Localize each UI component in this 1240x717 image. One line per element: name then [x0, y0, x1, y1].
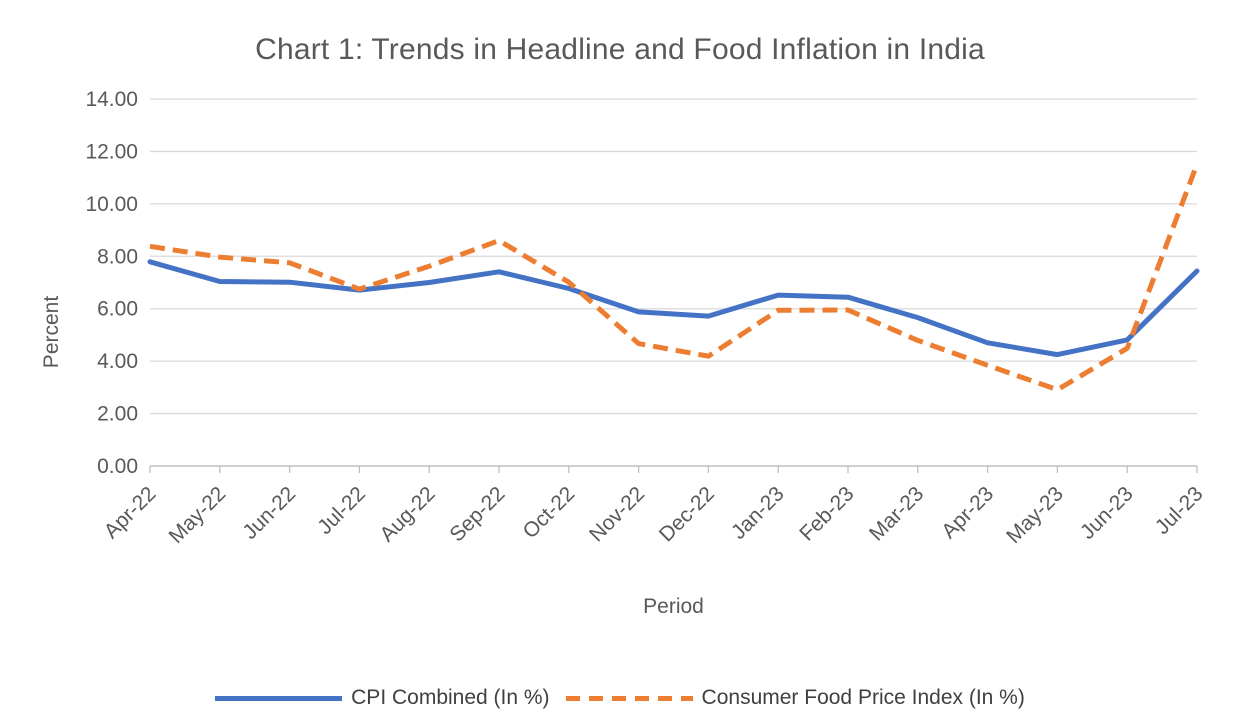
y-tick-label: 8.00	[97, 245, 138, 268]
y-tick-label: 0.00	[97, 455, 138, 478]
x-tick-label: Jun-22	[238, 482, 300, 544]
y-tick-label: 14.00	[85, 88, 138, 111]
x-tick-label: Apr-23	[937, 482, 998, 543]
x-tick-label: Sep-22	[445, 482, 509, 546]
y-tick-label: 12.00	[85, 140, 138, 163]
x-tick-label: May-22	[165, 482, 231, 548]
x-tick-label: Mar-23	[865, 482, 928, 545]
chart-legend: CPI Combined (In %) Consumer Food Price …	[0, 686, 1240, 710]
y-tick-label: 6.00	[97, 298, 138, 321]
legend-dashed-line-swatch	[565, 695, 693, 701]
x-tick-label: Jul-22	[313, 482, 370, 539]
x-tick-label: Nov-22	[585, 482, 649, 546]
legend-label-food-price-index: Consumer Food Price Index (In %)	[701, 686, 1025, 709]
series-line-0	[147, 259, 1200, 358]
x-tick-label: Aug-22	[376, 482, 440, 546]
x-tick-label: Jan-23	[727, 482, 789, 544]
y-tick-label: 10.00	[85, 193, 138, 216]
x-tick-label: Feb-23	[795, 482, 858, 545]
line-chart-plot-area: 0.00 2.00 4.00 6.00 8.00 10.00 12.00 14.00 Apr-2…	[85, 88, 1208, 548]
x-tick-label: Jul-23	[1151, 482, 1208, 539]
y-tick-label: 4.00	[97, 350, 138, 373]
x-tick-label: Jun-23	[1076, 482, 1138, 544]
x-tick-label: Apr-22	[100, 482, 161, 543]
x-axis-title: Period	[643, 595, 704, 618]
legend-solid-line-swatch	[215, 695, 343, 701]
legend-item-cpi-combined: CPI Combined (In %)	[215, 686, 550, 710]
x-tick-label: May-23	[1002, 482, 1068, 548]
y-axis-title: Percent	[40, 295, 63, 369]
x-tick-label: Dec-22	[655, 482, 719, 546]
series-line-1	[149, 163, 1200, 393]
chart-title: Chart 1: Trends in Headline and Food Inf…	[255, 33, 985, 66]
legend-label-cpi-combined: CPI Combined (In %)	[351, 686, 550, 709]
y-tick-label: 2.00	[97, 403, 138, 426]
x-tick-label: Oct-22	[519, 482, 580, 543]
legend-item-food-price-index: Consumer Food Price Index (In %)	[565, 686, 1025, 710]
